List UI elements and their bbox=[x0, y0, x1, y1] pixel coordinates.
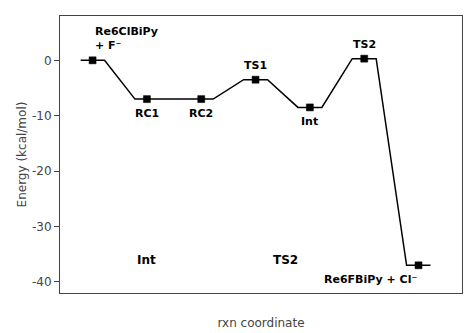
svg-text:Int: Int bbox=[301, 115, 318, 128]
svg-text:-40: -40 bbox=[32, 275, 52, 289]
svg-text:TS2: TS2 bbox=[273, 253, 298, 267]
svg-text:TS2: TS2 bbox=[353, 38, 376, 51]
svg-text:Energy (kcal/mol): Energy (kcal/mol) bbox=[15, 102, 29, 208]
svg-text:RC1: RC1 bbox=[135, 107, 159, 120]
svg-text:Int: Int bbox=[137, 253, 156, 267]
svg-text:-20: -20 bbox=[32, 164, 52, 178]
svg-text:TS1: TS1 bbox=[244, 59, 267, 72]
svg-text:Re6ClBiPy+ F⁻: Re6ClBiPy+ F⁻ bbox=[95, 25, 158, 52]
svg-text:-10: -10 bbox=[32, 109, 52, 123]
svg-text:rxn coordinate: rxn coordinate bbox=[217, 316, 304, 330]
svg-text:RC2: RC2 bbox=[189, 107, 213, 120]
svg-text:Re6FBiPy + Cl⁻: Re6FBiPy + Cl⁻ bbox=[324, 273, 417, 286]
svg-text:0: 0 bbox=[44, 54, 52, 68]
svg-text:-30: -30 bbox=[32, 220, 52, 234]
